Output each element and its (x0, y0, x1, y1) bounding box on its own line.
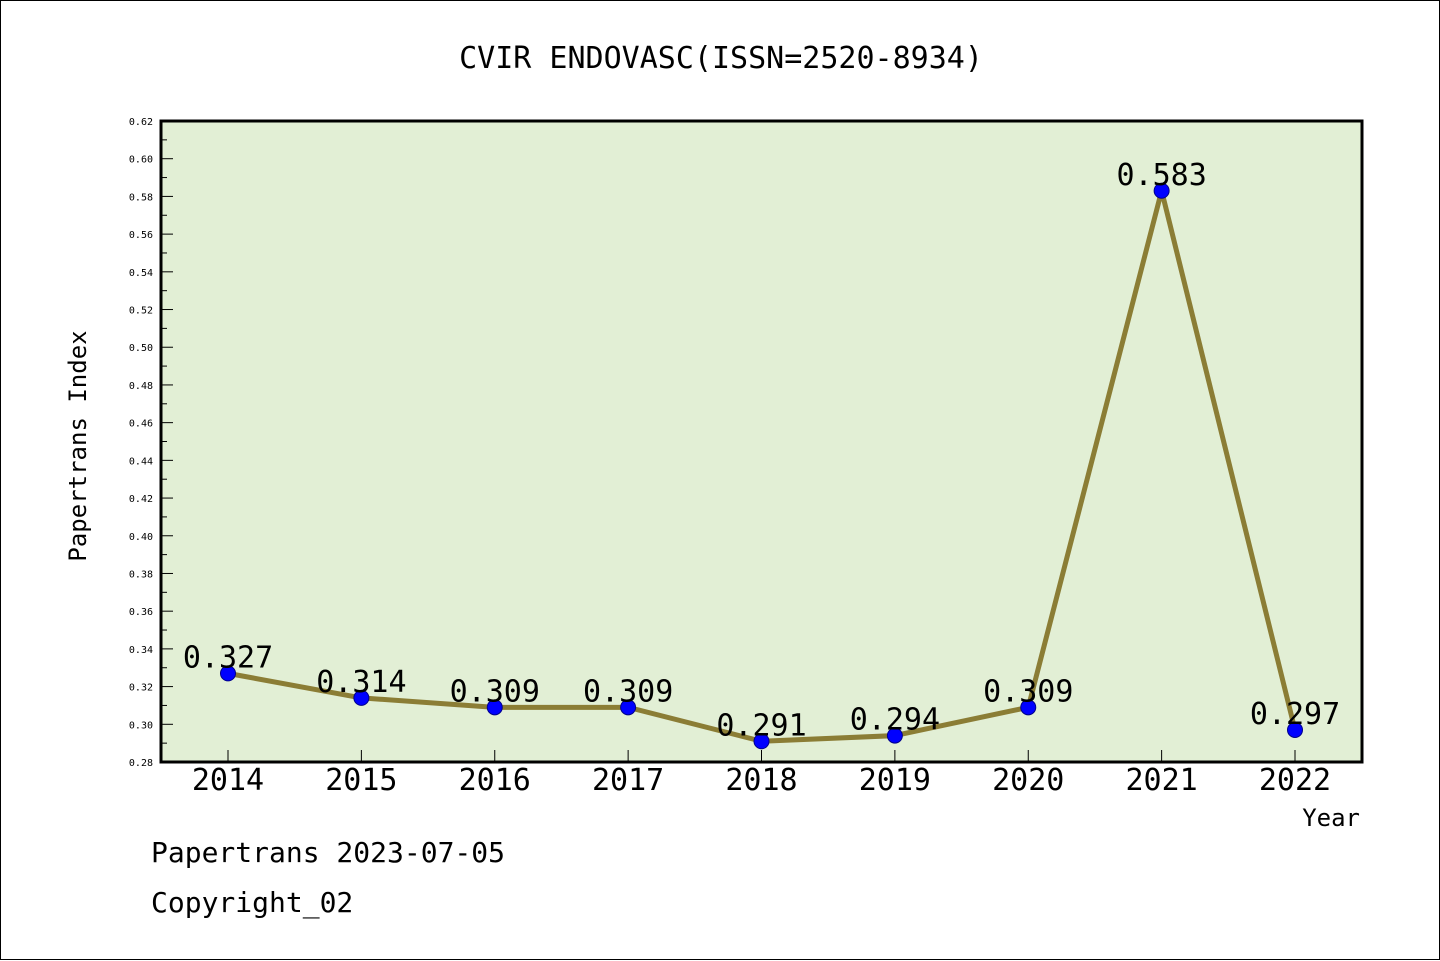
data-point (753, 733, 770, 750)
y-tick-label: 0.38 (129, 569, 153, 580)
footer-copyright: Copyright_02 (151, 886, 354, 919)
x-tick-label: 2020 (992, 763, 1064, 798)
y-tick-label: 0.62 (129, 117, 153, 128)
y-tick-label: 0.42 (129, 494, 153, 505)
data-label: 0.327 (183, 640, 273, 675)
data-point (1287, 721, 1303, 738)
x-tick-label: 2018 (725, 763, 797, 798)
data-label: 0.291 (716, 708, 806, 743)
x-axis-title: Year (1302, 804, 1360, 832)
data-point (353, 689, 370, 706)
footer-date: Papertrans 2023-07-05 (151, 836, 506, 869)
y-tick-label: 0.32 (129, 683, 153, 694)
data-label: 0.297 (1250, 697, 1340, 732)
data-markers (220, 182, 1303, 750)
data-label: 0.314 (316, 665, 406, 700)
x-tick-label: 2021 (1126, 763, 1198, 798)
y-tick-label: 0.58 (129, 192, 153, 203)
plot-area (159, 119, 1364, 764)
y-tick-label: 0.56 (129, 230, 153, 241)
data-label: 0.294 (850, 703, 940, 738)
x-tick-label: 2014 (192, 763, 264, 798)
x-tick-label: 2015 (325, 763, 397, 798)
data-point (1020, 699, 1037, 716)
x-tick-labels: 2014 2015 2016 2017 2018 2019 2020 2021 2022 (192, 763, 1331, 798)
data-point (220, 665, 236, 682)
y-tick-label: 0.54 (129, 268, 153, 279)
data-point (1153, 182, 1170, 199)
data-point (620, 699, 637, 716)
y-tick-label: 0.28 (129, 758, 153, 769)
y-tick-label: 0.44 (129, 456, 153, 467)
chart-title: CVIR ENDOVASC(ISSN=2520-8934) (459, 41, 983, 76)
x-tick-label: 2016 (459, 763, 531, 798)
data-label: 0.309 (983, 674, 1073, 709)
data-label: 0.583 (1116, 158, 1206, 193)
axis-ticks (161, 120, 1296, 763)
data-label: 0.309 (583, 674, 673, 709)
data-label: 0.309 (450, 674, 540, 709)
y-tick-labels: 0.28 0.30 0.32 0.34 0.36 0.38 0.40 0.42 0.44 0.46… (129, 117, 153, 769)
x-tick-label: 2019 (859, 763, 931, 798)
y-tick-label: 0.60 (129, 155, 153, 166)
y-tick-label: 0.48 (129, 381, 153, 392)
data-point (886, 727, 903, 744)
y-tick-label: 0.30 (129, 720, 153, 731)
y-tick-label: 0.36 (129, 607, 153, 618)
data-labels: 0.327 0.314 0.309 0.309 0.291 0.294 0.309 0.583… (183, 158, 1340, 744)
data-point (486, 699, 503, 716)
y-tick-label: 0.52 (129, 306, 153, 317)
y-tick-label: 0.34 (129, 645, 153, 656)
y-axis-title: Papertrans Index (64, 330, 92, 561)
y-tick-label: 0.40 (129, 532, 153, 543)
x-tick-label: 2022 (1259, 763, 1331, 798)
x-tick-label: 2017 (592, 763, 664, 798)
y-tick-label: 0.50 (129, 343, 153, 354)
y-tick-label: 0.46 (129, 419, 153, 430)
